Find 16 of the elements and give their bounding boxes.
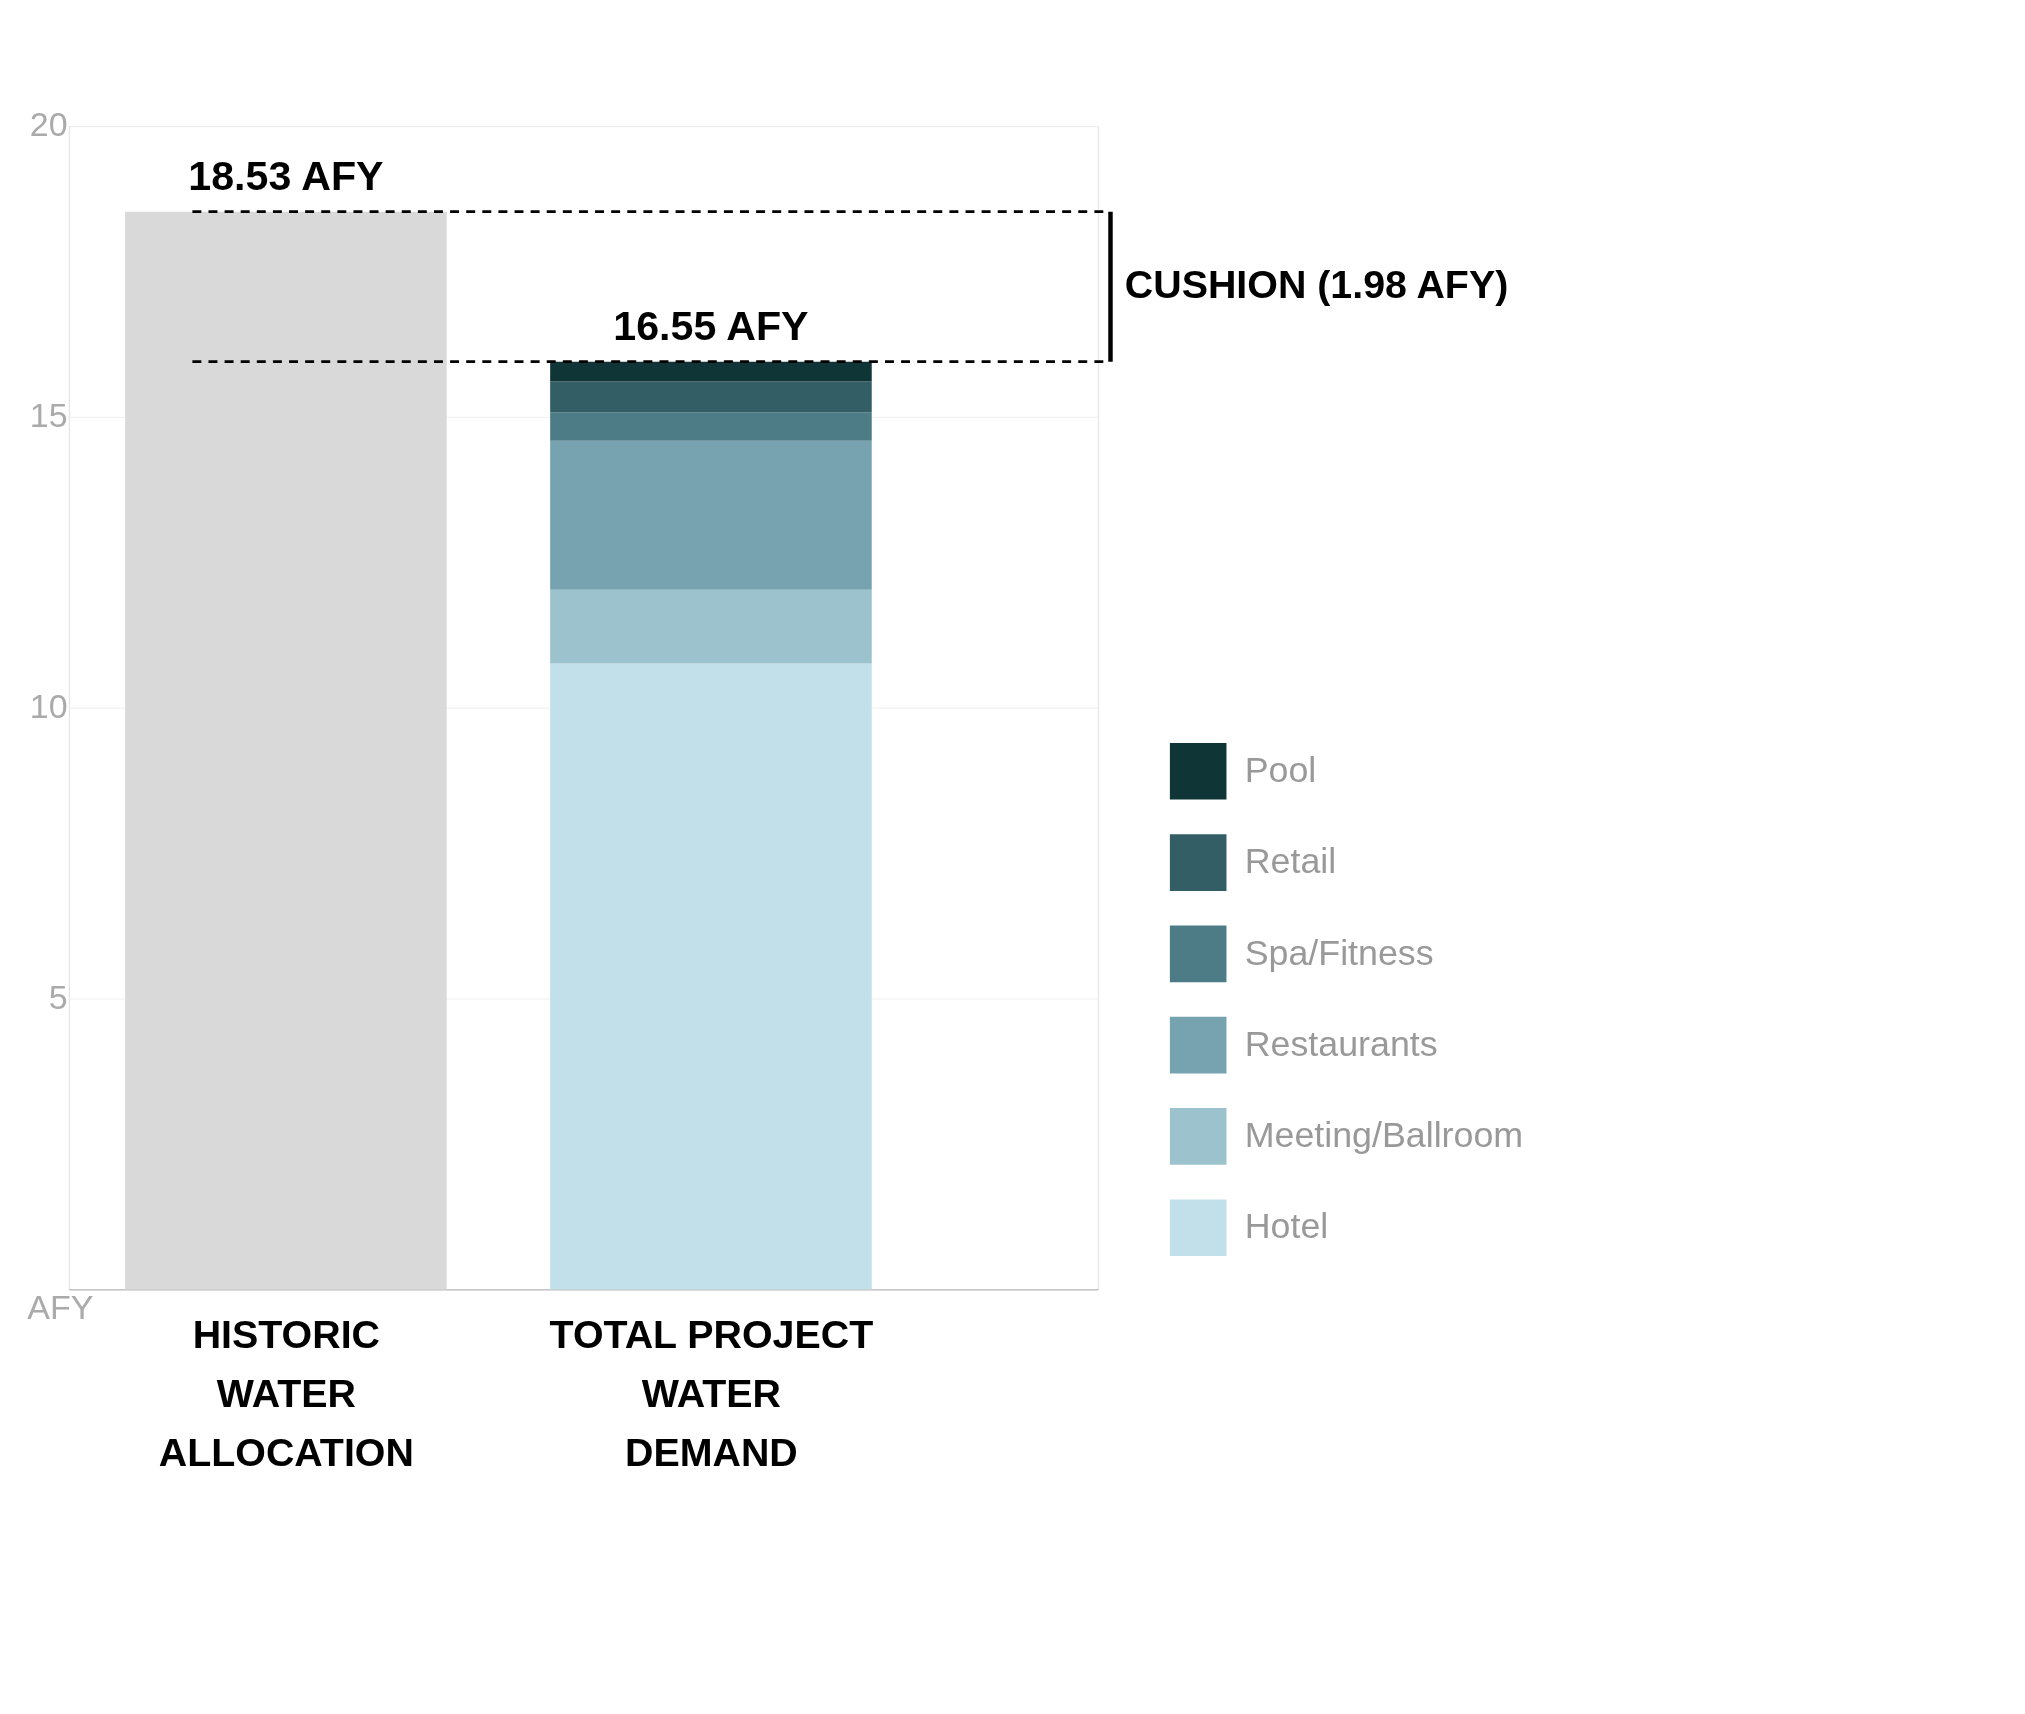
y-tick-label: 10 [29, 687, 68, 726]
legend-label: Spa/Fitness [1244, 932, 1434, 973]
annotation: 16.55 AFY [613, 303, 809, 350]
legend-label: Pool [1244, 750, 1317, 791]
total-label: 18.53 AFY [188, 153, 384, 200]
x-tick-label: TOTAL PROJECT WATER DEMAND [549, 1312, 874, 1475]
legend-label: Retail [1244, 841, 1337, 882]
legend-label: Meeting/Ballroom [1244, 1115, 1524, 1156]
y-tick-label: 15 [29, 396, 68, 435]
x-tick-label: HISTORIC WATER ALLOCATION [158, 1312, 414, 1475]
legend-label: Hotel [1244, 1206, 1329, 1247]
text: CUSHION (1.98 AFY) [1124, 262, 1509, 307]
y-axis-title: AFY [27, 1287, 94, 1326]
y-tick-label: 20 [29, 105, 68, 144]
legend-label: Restaurants [1244, 1023, 1438, 1064]
y-tick-label: 5 [48, 977, 68, 1016]
